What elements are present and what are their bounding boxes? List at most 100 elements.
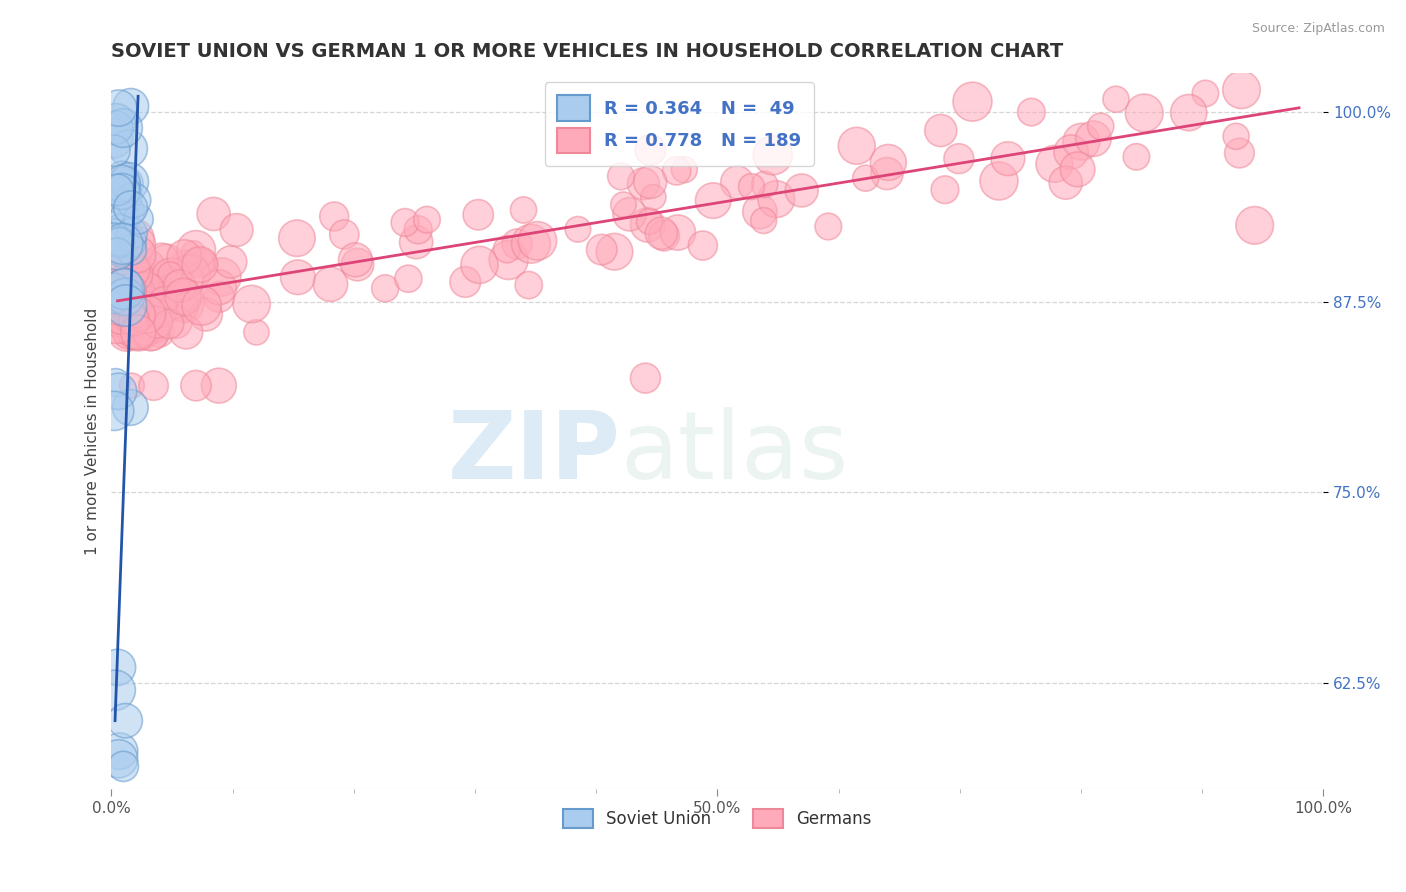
Point (188, 258, 211, 272)
Point (115, 240, 138, 254)
Point (107, 318, 129, 332)
Point (638, 175, 661, 189)
Point (111, 283, 134, 297)
Point (876, 167, 898, 181)
Point (115, 326, 138, 340)
Point (240, 297, 263, 311)
Point (173, 255, 195, 269)
Point (692, 238, 714, 252)
Point (107, 281, 129, 295)
Point (287, 270, 309, 285)
Point (374, 281, 396, 295)
Point (211, 270, 233, 285)
Point (152, 288, 174, 302)
Point (125, 278, 148, 293)
Point (118, 301, 141, 315)
Point (567, 222, 589, 236)
Point (1125, 150, 1147, 164)
Point (394, 215, 416, 229)
Point (1230, 83, 1253, 97)
Point (112, 759, 135, 773)
Text: atlas: atlas (620, 407, 849, 499)
Point (150, 252, 173, 267)
Point (127, 237, 149, 252)
Point (194, 308, 217, 322)
Point (114, 274, 136, 288)
Point (673, 162, 696, 177)
Point (111, 185, 134, 199)
Point (127, 326, 149, 340)
Point (173, 250, 195, 264)
Point (101, 233, 124, 247)
Point (406, 223, 429, 237)
Point (108, 235, 131, 249)
Point (107, 101, 129, 115)
Point (111, 177, 134, 191)
Point (184, 243, 207, 257)
Point (105, 120, 128, 135)
Point (118, 256, 141, 270)
Point (114, 177, 136, 191)
Point (1177, 105, 1199, 120)
Point (134, 285, 156, 299)
Point (139, 326, 162, 340)
Point (650, 227, 672, 241)
Point (107, 296, 129, 310)
Point (157, 274, 180, 288)
Point (103, 144, 125, 158)
Point (1090, 120, 1112, 134)
Point (103, 404, 125, 418)
Point (188, 255, 211, 269)
Point (190, 299, 212, 313)
Point (638, 214, 661, 228)
Point (108, 274, 131, 288)
Point (117, 142, 139, 156)
Point (202, 207, 225, 221)
Point (107, 384, 129, 399)
Point (612, 197, 634, 211)
Point (517, 278, 540, 293)
Point (725, 175, 748, 189)
Point (117, 285, 139, 300)
Point (112, 210, 135, 224)
Point (169, 279, 191, 293)
Point (929, 123, 952, 137)
Point (1070, 135, 1092, 149)
Point (845, 138, 868, 153)
Point (139, 326, 162, 340)
Point (115, 293, 138, 308)
Point (165, 315, 187, 329)
Point (219, 255, 242, 269)
Point (146, 315, 169, 329)
Point (225, 223, 247, 237)
Point (148, 326, 170, 340)
Point (174, 326, 197, 340)
Point (112, 189, 135, 203)
Point (112, 121, 135, 136)
Point (591, 243, 613, 257)
Point (120, 296, 142, 310)
Point (124, 325, 146, 339)
Point (1054, 176, 1077, 190)
Point (173, 274, 195, 288)
Point (124, 232, 146, 246)
Point (149, 302, 172, 317)
Point (1083, 132, 1105, 146)
Point (934, 183, 956, 197)
Point (1225, 129, 1247, 144)
Point (637, 218, 659, 232)
Point (1229, 146, 1251, 161)
Point (245, 326, 267, 340)
Point (666, 226, 689, 240)
Point (183, 246, 205, 260)
Point (115, 256, 138, 270)
Point (877, 155, 900, 169)
Point (208, 280, 231, 294)
Point (1133, 106, 1156, 120)
Point (149, 296, 172, 310)
Point (118, 326, 141, 340)
Point (115, 320, 138, 334)
Point (948, 152, 970, 166)
Point (172, 290, 194, 304)
Point (208, 378, 231, 392)
